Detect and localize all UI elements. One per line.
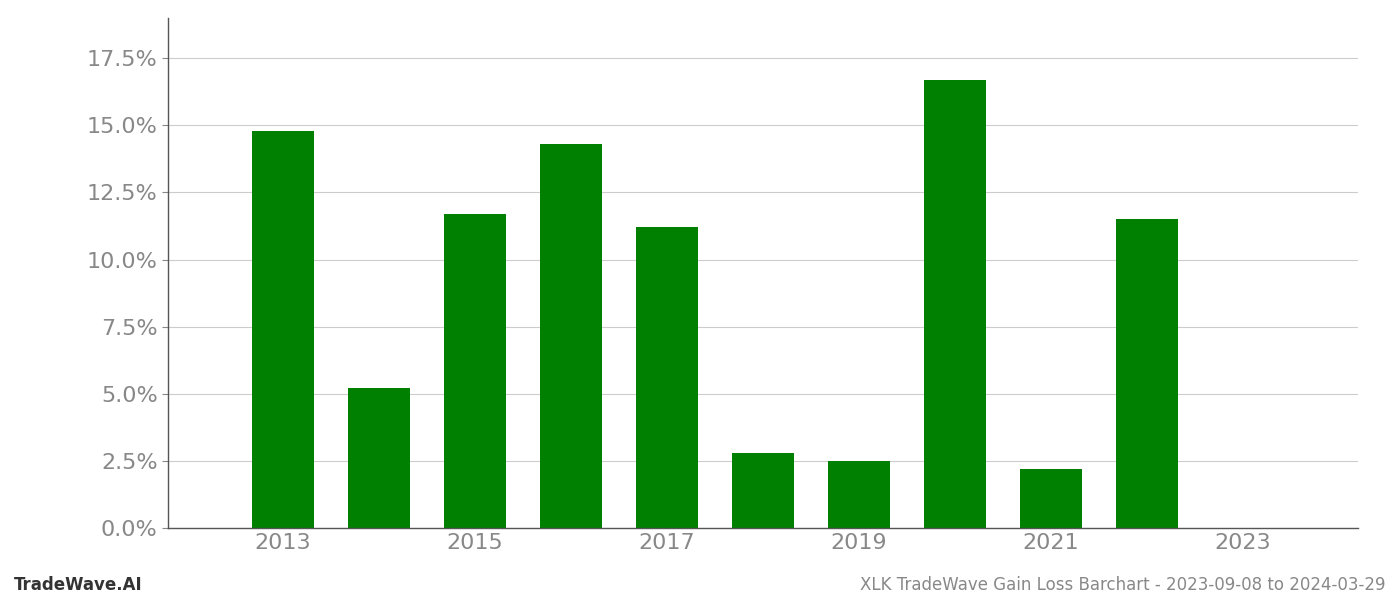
Bar [924, 80, 986, 528]
Text: TradeWave.AI: TradeWave.AI [14, 576, 143, 594]
Bar [540, 144, 602, 528]
Bar [444, 214, 507, 528]
Bar [1116, 220, 1177, 528]
Text: XLK TradeWave Gain Loss Barchart - 2023-09-08 to 2024-03-29: XLK TradeWave Gain Loss Barchart - 2023-… [861, 576, 1386, 594]
Bar [636, 227, 699, 528]
Bar [349, 388, 410, 528]
Bar [1019, 469, 1082, 528]
Bar [252, 131, 315, 528]
Bar [732, 453, 794, 528]
Bar [827, 461, 890, 528]
